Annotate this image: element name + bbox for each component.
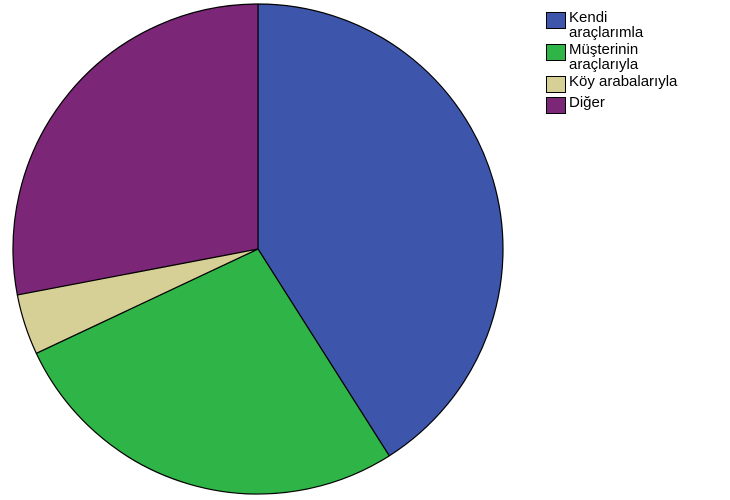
legend-label-koy: Köy arabalarıyla <box>569 73 678 90</box>
pie-slice-diger <box>12 3 259 296</box>
legend-label-diger: Diğer <box>569 94 605 111</box>
legend-item-musterinin: Müşterinin araçlarıyla <box>546 42 726 72</box>
legend-label-kendi: Kendi araçlarımla <box>569 9 644 41</box>
legend: Kendi araçlarımla Müşterinin araçlarıyla… <box>546 10 726 116</box>
legend-item-koy: Köy arabalarıyla <box>546 74 726 93</box>
pie-slices <box>12 3 504 495</box>
legend-swatch-koy <box>546 76 566 93</box>
legend-item-diger: Diğer <box>546 95 726 114</box>
legend-swatch-musterinin <box>546 44 566 61</box>
legend-label-musterinin: Müşterinin araçlarıyla <box>569 41 639 73</box>
legend-swatch-kendi <box>546 12 566 29</box>
legend-swatch-diger <box>546 97 566 114</box>
legend-item-kendi: Kendi araçlarımla <box>546 10 726 40</box>
pie-slice-kendi <box>257 3 504 457</box>
pie-slice-musterinin <box>35 248 390 495</box>
